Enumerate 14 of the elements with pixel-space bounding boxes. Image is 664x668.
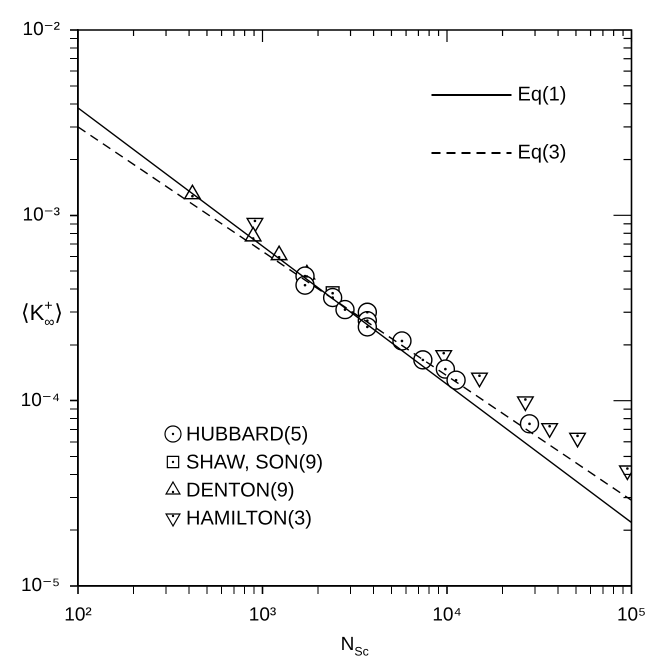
legend-label: HAMILTON(3) [186,508,312,530]
x-tick-label: 10³ [248,604,276,626]
y-tick-label: 10⁻⁴ [20,390,60,411]
x-tick-label: 10² [64,604,92,626]
y-tick-label: 10⁻² [22,19,60,40]
legend-label: HUBBARD(5) [186,424,308,446]
legend-label: SHAW, SON(9) [186,452,324,474]
x-tick-label: 10⁴ [432,604,462,626]
y-tick-label: 10⁻⁵ [20,575,60,596]
legend-label: Eq(1) [517,84,566,106]
legend-label: DENTON(9) [186,480,295,502]
legend-label: Eq(3) [517,142,566,164]
x-tick-label: 10⁵ [616,604,646,626]
y-tick-label: 10⁻³ [22,204,60,226]
